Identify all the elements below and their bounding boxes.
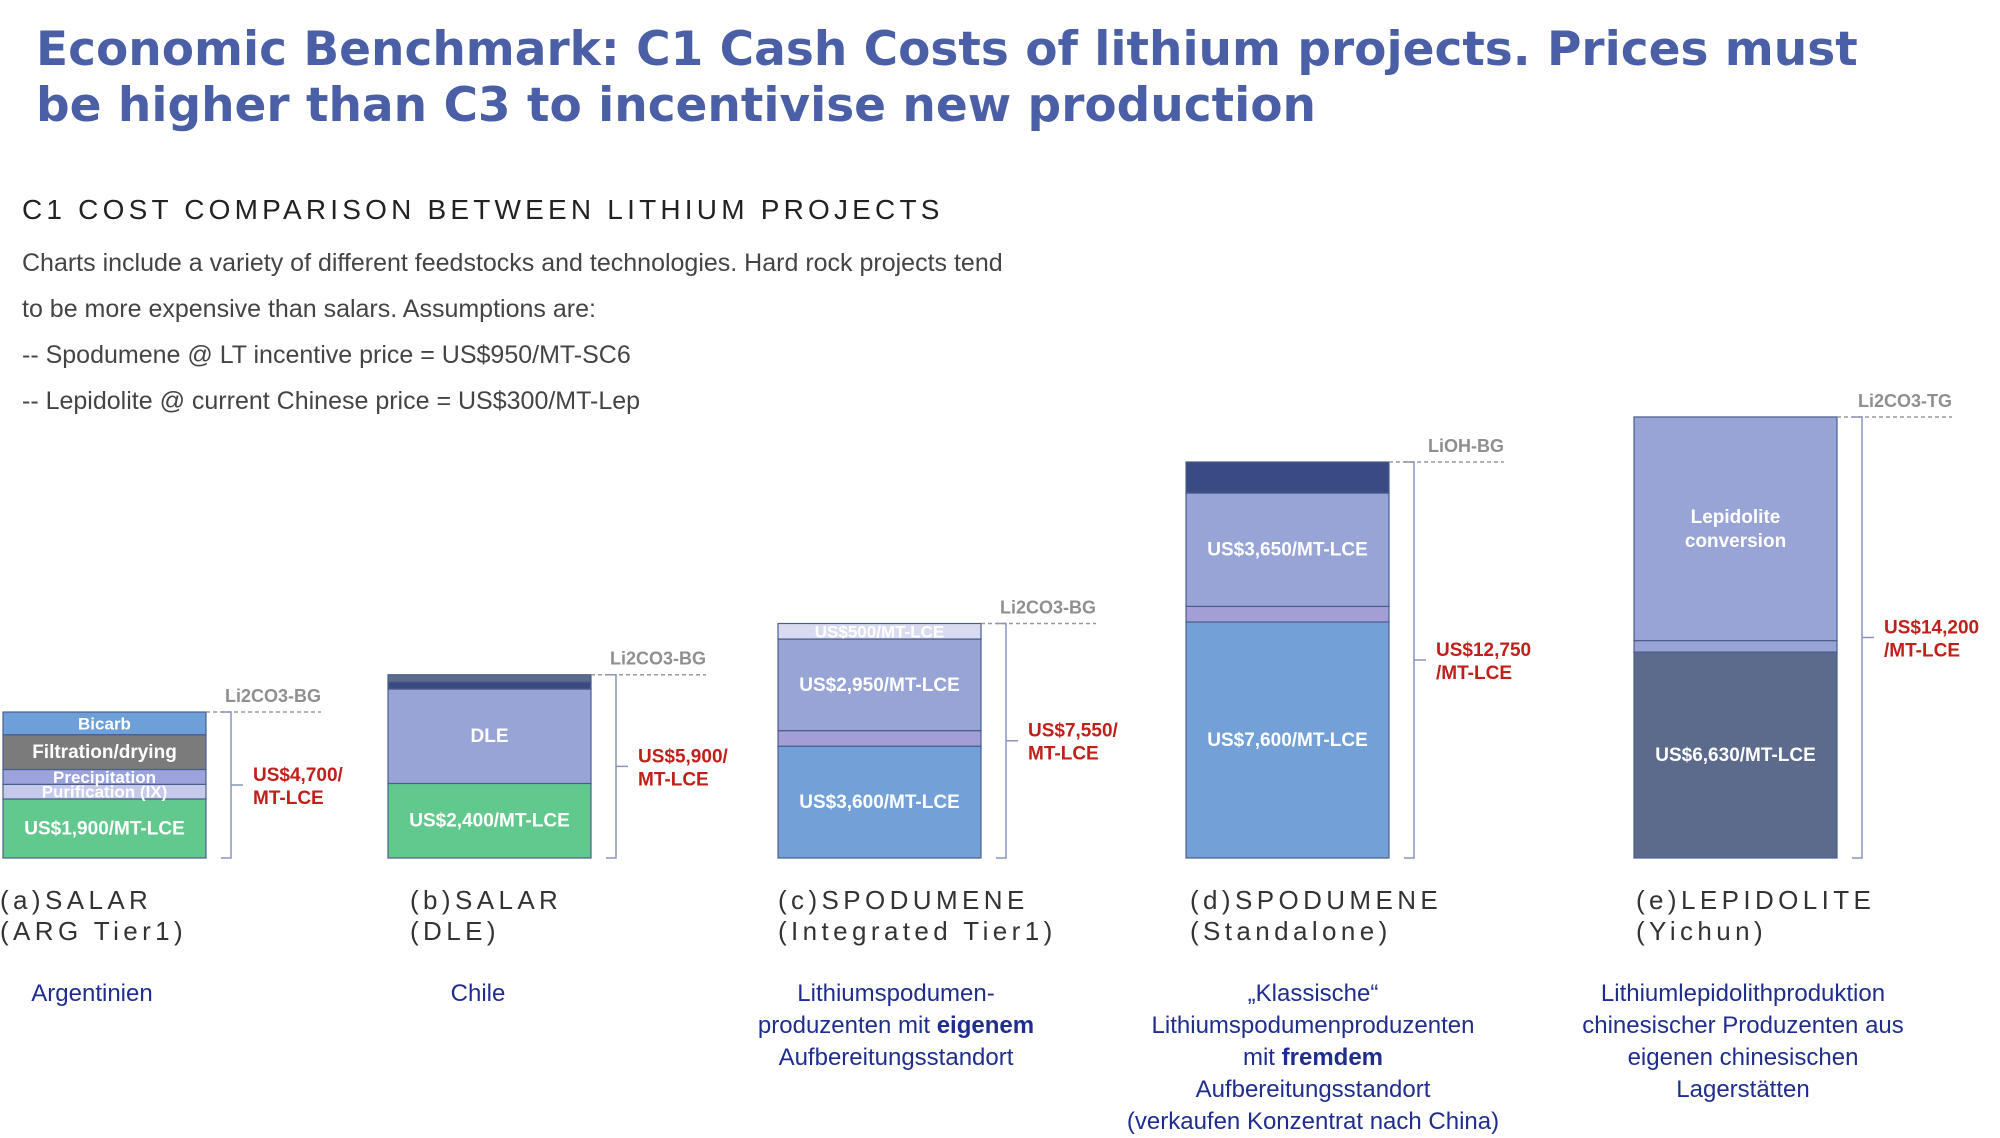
category-label-line: (c)SPODUMENE xyxy=(778,885,1029,915)
category-label: (e)LEPIDOLITE (Yichun) xyxy=(1636,885,1875,947)
bar-segment xyxy=(777,745,982,859)
segment-label: US$3,600/MT-LCE xyxy=(799,792,960,813)
country-note: Lithiumspodumen-produzenten mit eigenem A… xyxy=(757,980,1035,1071)
segment-label: Precipitation xyxy=(53,768,156,787)
bar-segment xyxy=(777,730,982,747)
bar-segment xyxy=(1185,461,1390,494)
bar-segment xyxy=(387,688,592,785)
segment-label: DLE xyxy=(471,726,509,747)
total-bracket xyxy=(1852,416,1863,859)
bar-segment xyxy=(1185,621,1390,859)
segment-label: US$2,400/MT-LCE xyxy=(409,811,570,832)
category-label-line: (Yichun) xyxy=(1636,916,1768,946)
total-label: US$5,900/ xyxy=(638,746,729,767)
category-label-line: (DLE) xyxy=(410,916,500,946)
segment-label: US$1,900/MT-LCE xyxy=(24,818,185,839)
segment-label: US$3,650/MT-LCE xyxy=(1207,540,1368,561)
country-note: Lithiumlepidolithproduktion chinesischer … xyxy=(1582,980,1904,1103)
total-label: MT-LCE xyxy=(253,788,324,809)
total-bracket xyxy=(221,711,232,859)
bar-segment xyxy=(2,798,207,859)
category-label-line: (Standalone) xyxy=(1190,916,1392,946)
total-bracket xyxy=(1404,461,1415,859)
chart-subtitle: C1 COST COMPARISON BETWEEN LITHIUM PROJE… xyxy=(22,194,944,225)
category-label-line: (e)LEPIDOLITE xyxy=(1636,885,1876,915)
bar-segment xyxy=(1185,605,1390,623)
total-label: MT-LCE xyxy=(638,769,709,790)
product-label: Li2CO3-BG xyxy=(225,686,321,706)
total-label: /MT-LCE xyxy=(1884,640,1960,661)
total-label: US$12,750 xyxy=(1436,640,1531,661)
category-label-line: (d)SPODUMENE xyxy=(1190,885,1443,915)
product-label: Li2CO3-BG xyxy=(610,649,706,669)
intro-line: Charts include a variety of different fe… xyxy=(22,249,1003,277)
bar-segment xyxy=(1633,639,1838,653)
segment-label: Bicarb xyxy=(78,714,131,733)
segment-label: US$500/MT-LCE xyxy=(815,622,944,641)
product-label: Li2CO3-TG xyxy=(1858,391,1952,411)
total-label: /MT-LCE xyxy=(1436,663,1512,684)
page-title: Economic Benchmark: C1 Cash Costs of lit… xyxy=(36,22,1858,133)
total-label: MT-LCE xyxy=(1028,744,1099,765)
category-label-line: (a)SALAR xyxy=(0,885,153,915)
category-label-line: (b)SALAR xyxy=(410,885,563,915)
category-label: (a)SALAR (ARG Tier1) xyxy=(0,885,187,947)
total-label: US$7,550/ xyxy=(1028,721,1119,742)
segment-label: US$7,600/MT-LCE xyxy=(1207,730,1368,751)
intro-line: -- Spodumene @ LT incentive price = US$9… xyxy=(22,341,631,369)
bar-segment xyxy=(2,711,207,736)
segment-label: Lepidolite xyxy=(1691,507,1781,528)
category-label-line: (Integrated Tier1) xyxy=(778,916,1057,946)
segment-label: Filtration/drying xyxy=(32,742,177,763)
intro-line: to be more expensive than salars. Assump… xyxy=(22,295,596,323)
bar-segment xyxy=(777,622,982,640)
segment-label: conversion xyxy=(1685,531,1786,552)
product-label: Li2CO3-BG xyxy=(1000,597,1096,617)
bar-segment xyxy=(1185,492,1390,608)
bar-segment xyxy=(387,681,592,690)
category-label: (c)SPODUMENE (Integrated Tier1) xyxy=(778,885,1057,947)
bar-segment xyxy=(387,674,592,683)
segment-label: Purification (IX) xyxy=(42,783,168,802)
category-label: (b)SALAR (DLE) xyxy=(410,885,562,947)
country-note: Chile xyxy=(450,980,506,1007)
category-label: (d)SPODUMENE (Standalone) xyxy=(1190,885,1442,947)
intro-line: -- Lepidolite @ current Chinese price = … xyxy=(22,387,641,415)
bar-segment xyxy=(387,782,592,859)
segment-label: US$2,950/MT-LCE xyxy=(799,675,960,696)
country-note: Argentinien xyxy=(31,980,153,1007)
bar-segment xyxy=(1633,651,1838,859)
country-note: „Klassische“ Lithiumspodumenproduzenten mi… xyxy=(1126,980,1500,1135)
segment-label: US$6,630/MT-LCE xyxy=(1655,745,1816,766)
total-label: US$14,200 xyxy=(1884,617,1979,638)
bar-segment xyxy=(2,734,207,771)
category-label-line: (ARG Tier1) xyxy=(0,916,188,946)
total-bracket xyxy=(996,622,1007,859)
total-label: US$4,700/ xyxy=(253,765,344,786)
bar-segment xyxy=(1633,416,1838,642)
product-label: LiOH-BG xyxy=(1428,436,1504,456)
assumptions-text: Charts include a variety of different fe… xyxy=(22,240,1003,424)
total-bracket xyxy=(606,673,617,859)
bar-segment xyxy=(777,638,982,732)
